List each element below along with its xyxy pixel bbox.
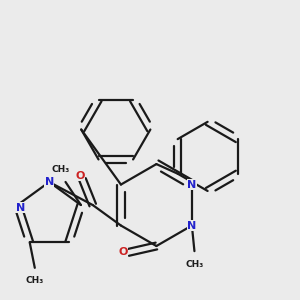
Text: N: N: [187, 220, 196, 230]
Text: O: O: [118, 248, 128, 257]
Text: CH₃: CH₃: [185, 260, 204, 269]
Text: CH₃: CH₃: [26, 275, 44, 284]
Text: N: N: [16, 202, 25, 213]
Text: N: N: [187, 180, 196, 190]
Text: N: N: [45, 177, 54, 187]
Text: CH₃: CH₃: [51, 165, 70, 174]
Text: O: O: [75, 171, 85, 181]
